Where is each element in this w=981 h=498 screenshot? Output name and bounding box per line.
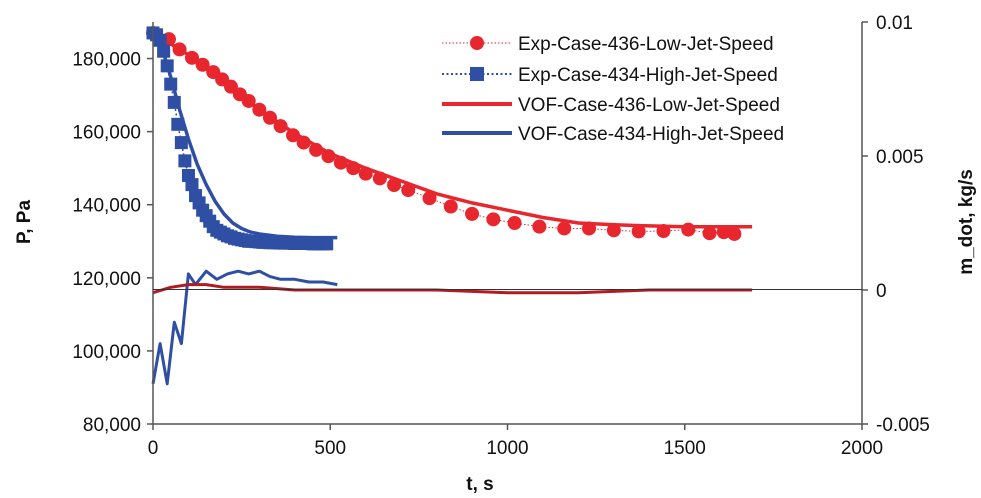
x-tick-label: 1000 [486, 438, 528, 459]
exp-434-point [157, 44, 171, 58]
y-tick-label: 100,000 [72, 342, 141, 363]
legend-label-exp-434: Exp-Case-434-High-Jet-Speed [518, 65, 778, 86]
exp-436-point [727, 226, 742, 241]
exp-436-point [358, 166, 373, 181]
plot-marks [146, 25, 753, 386]
exp-436-point [387, 177, 402, 192]
exp-436-point [582, 221, 597, 236]
exp-436-point [681, 222, 696, 237]
exp-436-point [606, 223, 621, 238]
exp-436-point [321, 149, 336, 164]
exp-436-point [465, 206, 480, 221]
y-tick-label: 80,000 [83, 415, 141, 436]
exp-436-point [172, 42, 187, 57]
x-tick-label: 500 [314, 438, 346, 459]
y-axis-label: P, Pa [14, 200, 35, 244]
exp-434-point [185, 178, 199, 192]
exp-436-point [631, 224, 646, 239]
exp-436-point [333, 155, 348, 170]
exp-436-point [557, 221, 572, 236]
exp-436-point [532, 219, 547, 234]
legend-swatch-circle [470, 36, 484, 50]
exp-436-point [656, 224, 671, 239]
exp-436-point [309, 142, 324, 157]
legend-swatch-square [470, 67, 484, 81]
legend-item-exp-436: Exp-Case-436-Low-Jet-Speed [442, 34, 774, 55]
y-tick-label: 140,000 [72, 196, 141, 217]
exp-436-point [716, 225, 731, 240]
y2-axis-label: m_dot, kg/s [956, 169, 977, 275]
axis-ticks: 0 500 1000 1500 2000 80,000 100,000 120,000 140,… [72, 13, 930, 459]
exp-436-point [346, 161, 361, 176]
exp-434-point [178, 154, 192, 168]
exp-434-point [164, 77, 178, 91]
exp-436-point [422, 191, 437, 206]
vof-434-line [151, 32, 338, 240]
exp-436-point [195, 57, 210, 72]
exp-434-point [167, 95, 181, 109]
x-tick-label: 1500 [664, 438, 706, 459]
legend-label-vof-436: VOF-Case-436-Low-Jet-Speed [518, 95, 780, 116]
exp-434-point [320, 237, 334, 251]
mdot-high-jet-line [151, 269, 338, 386]
exp-434-point [153, 33, 167, 47]
x-tick-label: 0 [148, 438, 159, 459]
y-tick-label: 180,000 [72, 50, 141, 71]
y2-tick-label: 0.005 [876, 147, 924, 168]
mdot-low-jet-line [152, 283, 753, 295]
exp-436-point [296, 135, 311, 150]
exp-434-point [160, 59, 174, 73]
exp-436-point [184, 50, 199, 65]
legend-item-exp-434: Exp-Case-434-High-Jet-Speed [442, 65, 778, 86]
legend-label-vof-434: VOF-Case-434-High-Jet-Speed [518, 124, 784, 145]
x-tick-label: 2000 [841, 438, 883, 459]
legend-item-vof-434: VOF-Case-434-High-Jet-Speed [442, 124, 784, 145]
y2-tick-label: -0.005 [876, 415, 930, 436]
exp-434-point [174, 136, 188, 150]
exp-436-point [507, 216, 522, 230]
x-axis-label: t, s [466, 474, 493, 495]
y-tick-label: 160,000 [72, 123, 141, 144]
exp-436-point [702, 226, 717, 241]
exp-436-point [262, 110, 277, 125]
exp-436-point [252, 102, 267, 117]
y-tick-label: 120,000 [72, 269, 141, 290]
legend: Exp-Case-436-Low-Jet-Speed Exp-Case-434-… [442, 34, 784, 145]
exp-434-point [171, 117, 185, 131]
exp-436-point [372, 171, 387, 186]
y2-tick-label: 0 [876, 281, 887, 302]
exp-436-point [443, 199, 458, 214]
exp-436-point [401, 183, 416, 198]
exp-436-point [486, 212, 501, 227]
exp-436-point [241, 93, 256, 108]
y2-tick-label: 0.01 [876, 13, 913, 34]
exp-436-point [286, 128, 301, 143]
legend-item-vof-436: VOF-Case-436-Low-Jet-Speed [442, 95, 780, 116]
legend-label-exp-436: Exp-Case-436-Low-Jet-Speed [518, 34, 774, 55]
exp-436-point [273, 119, 288, 134]
